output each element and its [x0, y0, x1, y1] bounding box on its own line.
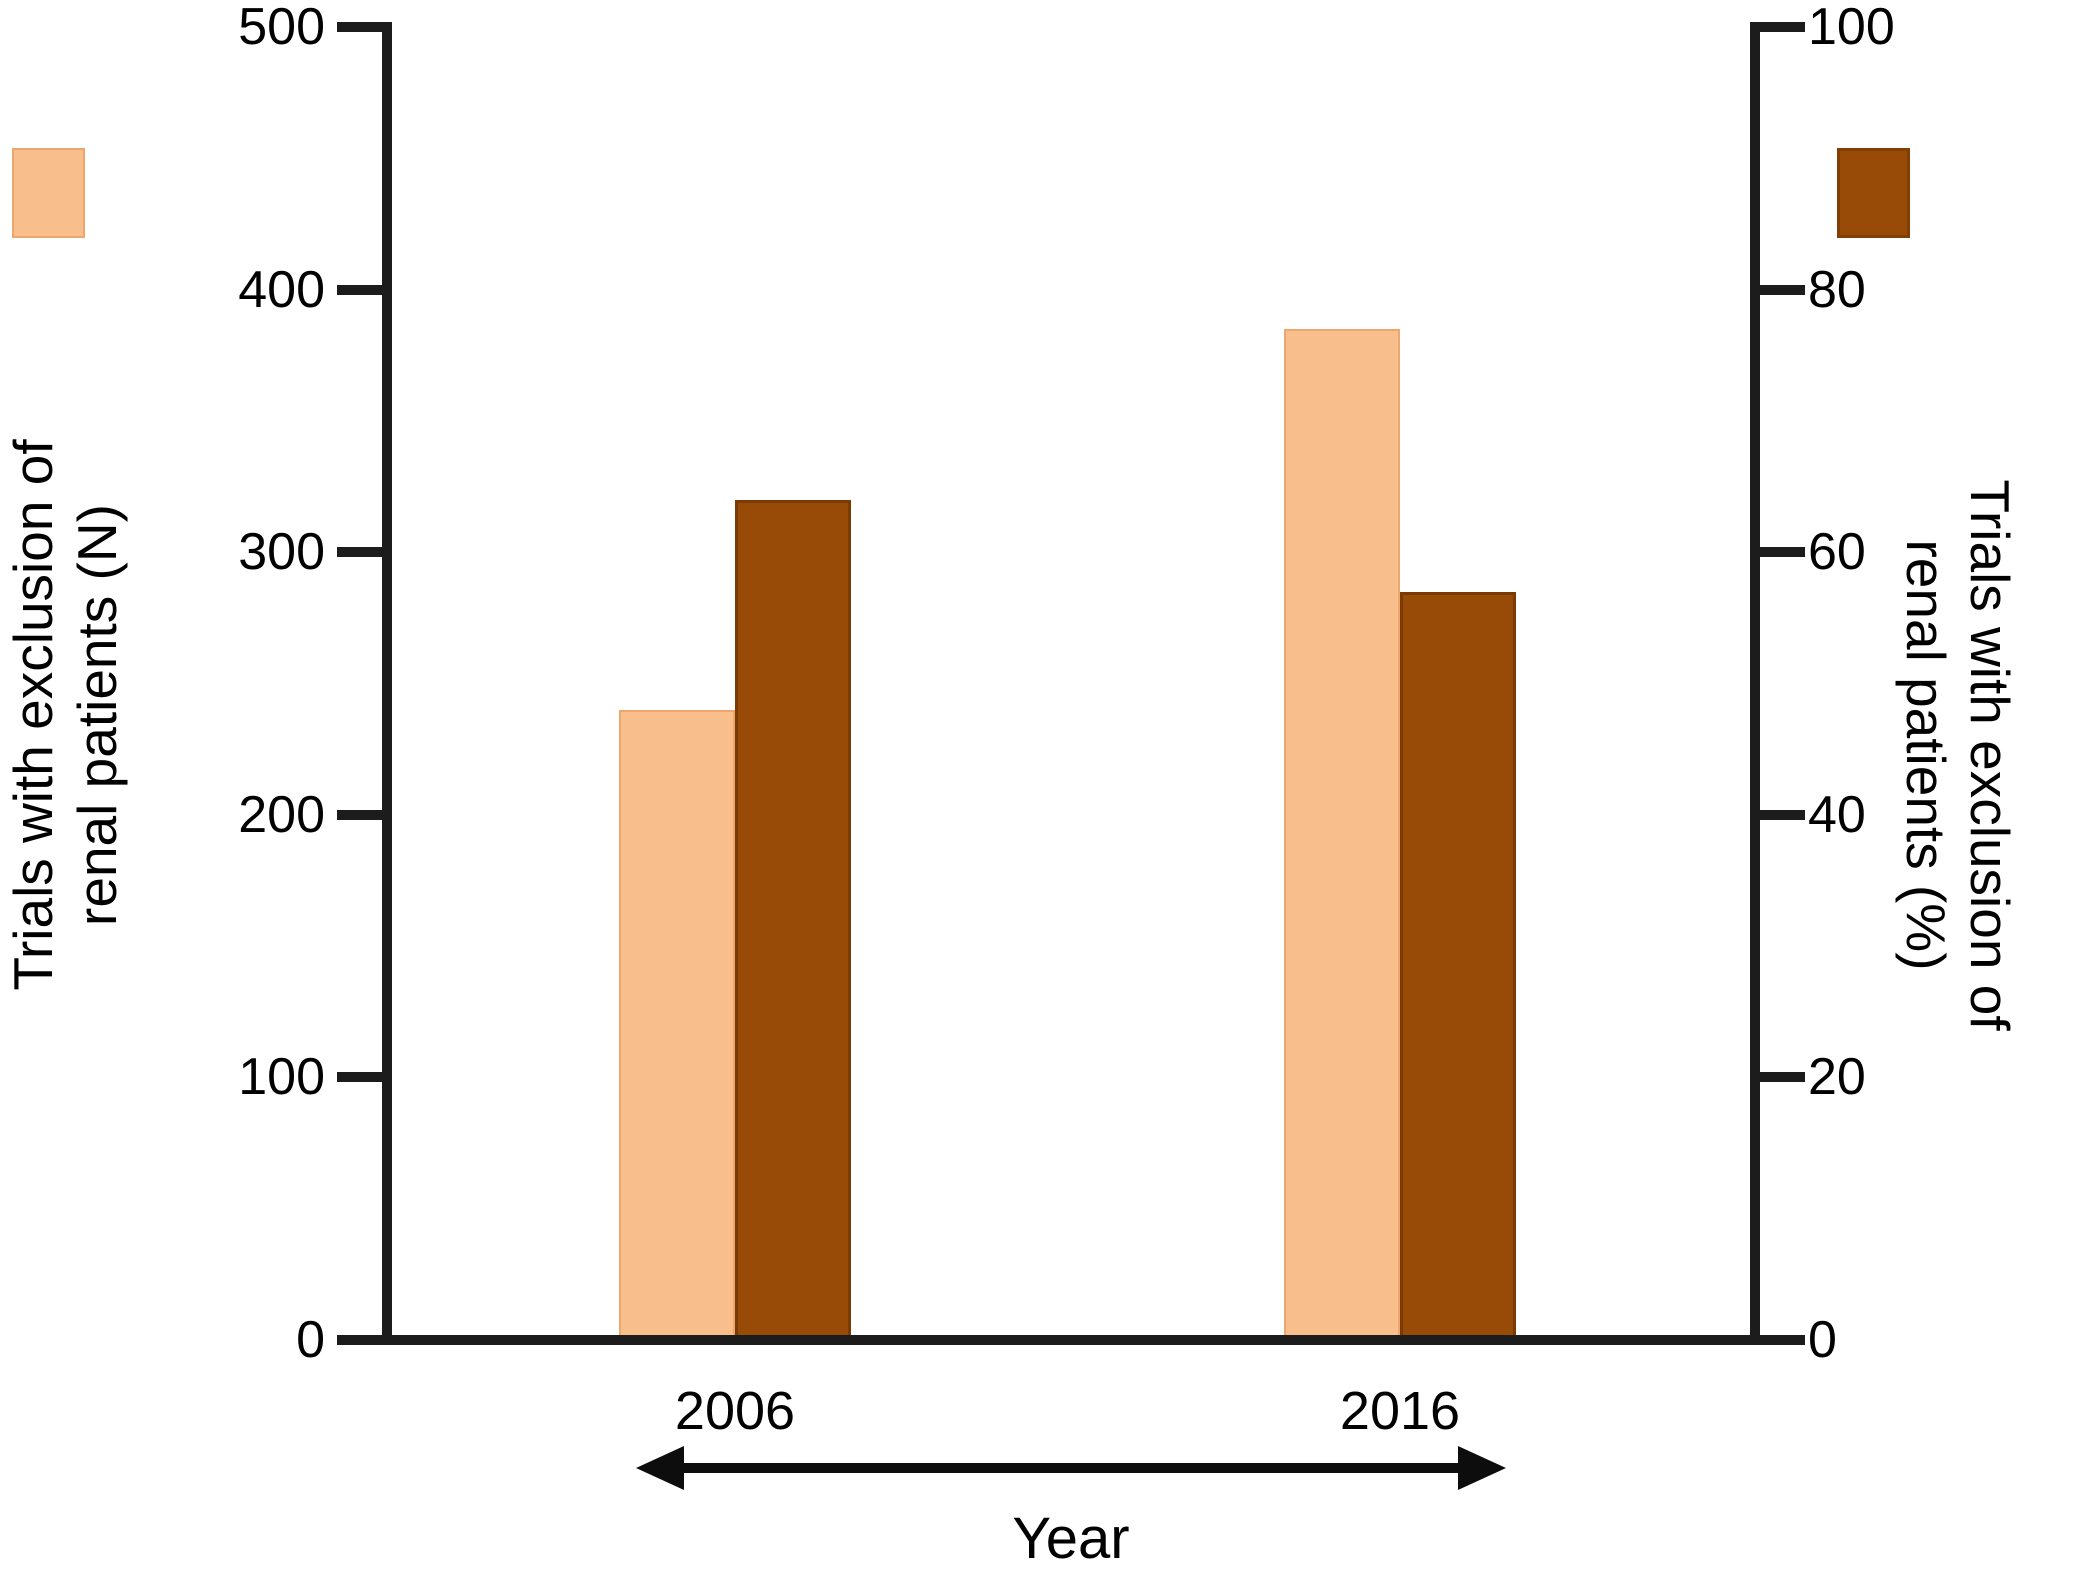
left-axis-tick-label-0: 0	[296, 1311, 325, 1369]
bar-2016-percent	[1400, 591, 1516, 1340]
year-range-arrow-shaft	[676, 1463, 1464, 1473]
left-axis-tick-500	[337, 22, 387, 32]
right-axis-tick-40	[1755, 809, 1805, 820]
left-axis-title-line2: renal patients (N)	[66, 504, 128, 926]
right-y-axis-line	[1750, 22, 1760, 1345]
right-axis-tick-0	[1755, 1335, 1805, 1345]
left-axis-tick-label-200: 200	[238, 785, 325, 844]
right-axis-tick-60	[1755, 547, 1805, 558]
left-axis-tick-label-100: 100	[238, 1048, 325, 1107]
left-axis-tick-300	[337, 547, 387, 558]
right-axis-tick-label-0: 0	[1808, 1311, 1837, 1369]
left-axis-title-line1: Trials with exclusion of	[2, 439, 64, 991]
legend-swatch-count-series	[12, 148, 85, 238]
x-axis-caption: Year	[1012, 1506, 1130, 1571]
bar-2006-percent	[735, 499, 851, 1340]
right-axis-tick-label-20: 20	[1808, 1048, 1866, 1107]
category-label-2016: 2016	[1339, 1381, 1461, 1441]
right-axis-tick-label-60: 60	[1808, 523, 1866, 582]
left-axis-title: Trials with exclusion of renal patients …	[1, 439, 129, 990]
right-axis-tick-label-100: 100	[1808, 0, 1895, 56]
bar-2006-count	[619, 709, 735, 1340]
right-axis-tick-80	[1755, 284, 1805, 295]
right-axis-tick-label-80: 80	[1808, 260, 1866, 319]
left-axis-tick-label-500: 500	[238, 0, 325, 56]
legend-swatch-percent-series	[1837, 148, 1910, 238]
year-range-arrow-left-head	[636, 1446, 684, 1490]
bar-2016-count	[1284, 328, 1400, 1340]
left-axis-tick-label-400: 400	[238, 260, 325, 319]
right-axis-tick-20	[1755, 1072, 1805, 1083]
left-y-axis-line	[382, 22, 392, 1345]
category-label-2006: 2006	[674, 1381, 796, 1441]
left-axis-tick-400	[337, 284, 387, 295]
left-axis-tick-200	[337, 809, 387, 820]
left-axis-tick-0	[337, 1335, 387, 1345]
x-axis-line	[362, 1335, 1760, 1345]
year-range-arrow-right-head	[1458, 1446, 1506, 1490]
left-axis-tick-100	[337, 1072, 387, 1083]
left-axis-tick-label-300: 300	[238, 523, 325, 582]
right-axis-tick-label-40: 40	[1808, 785, 1866, 844]
right-axis-tick-100	[1755, 22, 1805, 32]
